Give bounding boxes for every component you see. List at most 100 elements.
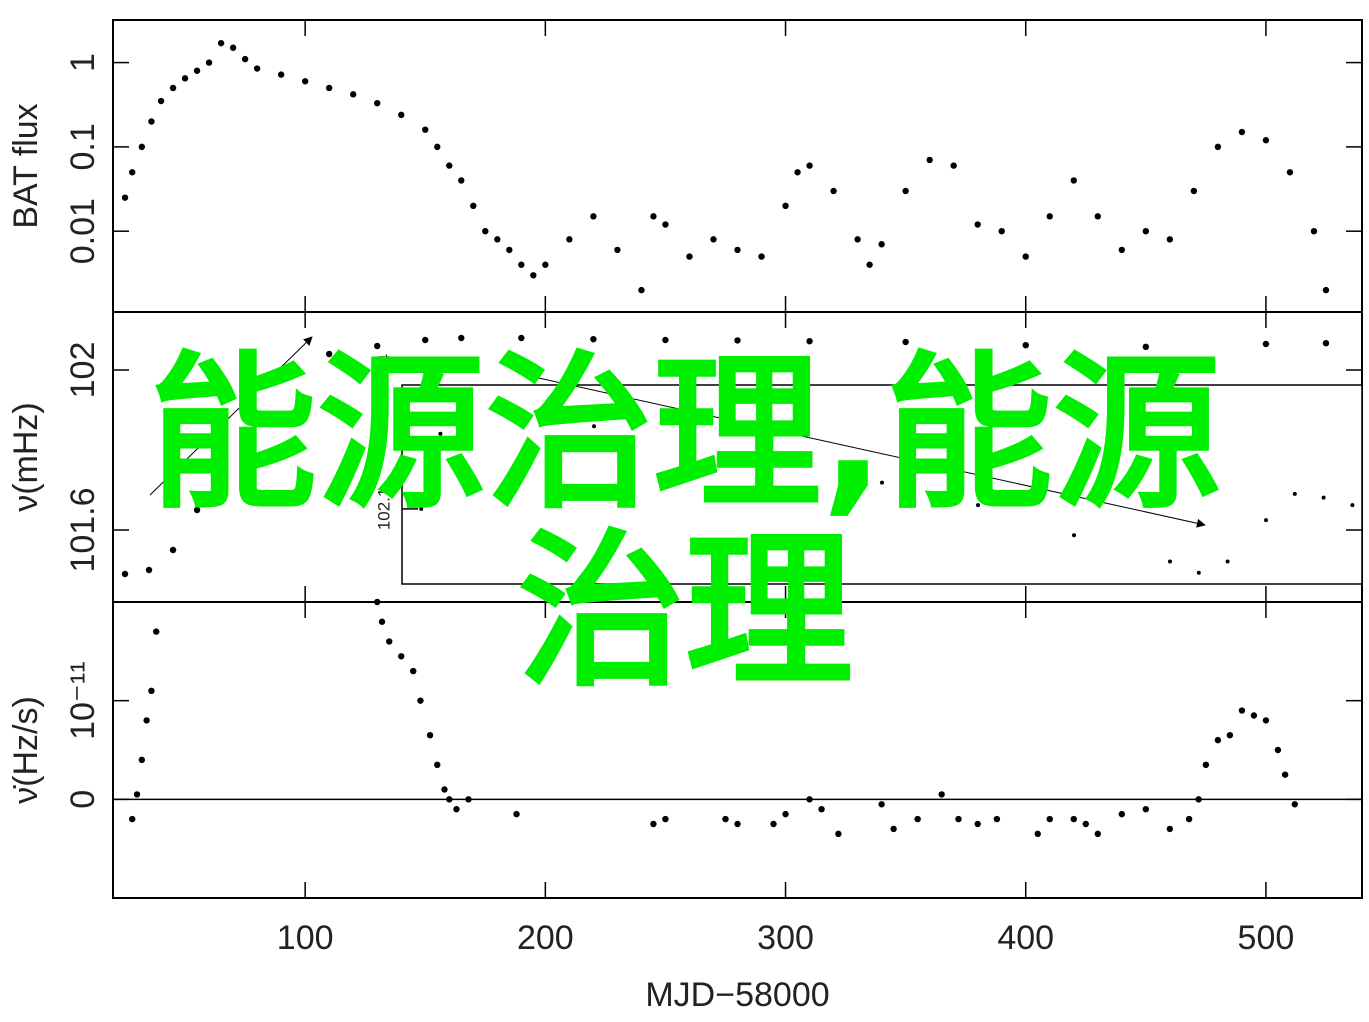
point <box>1118 246 1126 254</box>
point <box>926 156 933 164</box>
x-tick-label: 500 <box>1238 919 1295 957</box>
point <box>914 815 921 823</box>
point <box>374 598 381 606</box>
point <box>458 177 465 184</box>
point <box>902 338 909 346</box>
point <box>398 111 405 119</box>
point <box>441 786 448 793</box>
point <box>1195 796 1202 803</box>
point <box>148 687 155 694</box>
point <box>169 84 177 92</box>
point <box>592 424 596 429</box>
point <box>1321 495 1326 500</box>
y-axis-label: BAT flux <box>7 103 45 228</box>
y-tick-label: 0 <box>64 790 102 809</box>
point <box>866 261 873 268</box>
point <box>830 187 837 195</box>
point <box>465 796 472 803</box>
y-tick-label: 0.1 <box>64 123 102 170</box>
point <box>818 806 825 813</box>
point <box>1034 830 1041 838</box>
point <box>253 65 261 72</box>
point <box>1281 771 1289 778</box>
y-tick-label: 102 <box>64 342 102 399</box>
point <box>422 336 429 344</box>
point <box>157 97 165 105</box>
point <box>193 67 201 74</box>
point <box>241 55 249 63</box>
point <box>1238 128 1246 136</box>
point <box>1286 169 1294 176</box>
y-tick-label: 102.1 <box>374 488 393 531</box>
arrow <box>524 374 1206 528</box>
point <box>650 213 657 220</box>
point <box>1094 830 1101 838</box>
point <box>1264 518 1268 523</box>
point <box>806 338 813 345</box>
point <box>878 241 885 248</box>
point <box>1225 559 1230 564</box>
point <box>494 236 501 243</box>
point <box>325 350 333 358</box>
arrow <box>149 336 313 496</box>
point <box>193 506 201 514</box>
point <box>446 796 453 803</box>
point <box>121 570 129 578</box>
point <box>1070 815 1077 823</box>
point <box>458 334 465 342</box>
point <box>434 143 441 151</box>
point <box>1226 732 1234 739</box>
point <box>662 815 669 823</box>
point <box>482 227 489 235</box>
y-axis-label: ν̇(Hz/s) <box>7 696 45 804</box>
point <box>349 91 357 98</box>
y-tick-label: 0.01 <box>64 198 102 264</box>
point <box>1142 806 1150 813</box>
point <box>662 221 669 228</box>
point <box>457 409 462 414</box>
point <box>758 253 765 260</box>
point <box>1238 707 1246 714</box>
point <box>1142 343 1150 350</box>
point <box>890 825 897 833</box>
point <box>566 236 573 243</box>
point <box>974 221 981 228</box>
point <box>1202 761 1210 768</box>
point <box>938 791 945 798</box>
point <box>398 653 405 660</box>
point <box>374 342 381 350</box>
overlay-text: 能源治理,能源治理 <box>149 336 1221 710</box>
point <box>446 162 453 169</box>
point <box>217 39 225 47</box>
point <box>854 236 861 243</box>
point <box>513 810 520 818</box>
point <box>1185 815 1193 823</box>
point <box>301 78 309 85</box>
point <box>734 337 741 344</box>
point <box>426 732 434 739</box>
point <box>453 806 460 813</box>
point <box>422 126 429 133</box>
point <box>1274 746 1282 754</box>
point <box>1190 187 1198 195</box>
point <box>205 59 213 66</box>
point <box>614 246 621 254</box>
point <box>1292 491 1297 496</box>
x-axis-label: MJD−58000 <box>645 976 829 1014</box>
point <box>506 246 513 254</box>
x-tick-label: 200 <box>517 919 574 957</box>
point <box>410 667 417 675</box>
point <box>277 366 285 374</box>
point <box>1046 213 1053 220</box>
point <box>542 261 549 268</box>
point <box>950 162 957 169</box>
x-tick-label: 100 <box>277 919 334 957</box>
point <box>722 815 729 823</box>
y-axis-label: ν(mHz) <box>7 402 45 512</box>
point <box>880 480 884 485</box>
point <box>835 830 842 838</box>
point <box>1142 227 1150 235</box>
point <box>530 272 537 279</box>
point <box>496 405 500 410</box>
